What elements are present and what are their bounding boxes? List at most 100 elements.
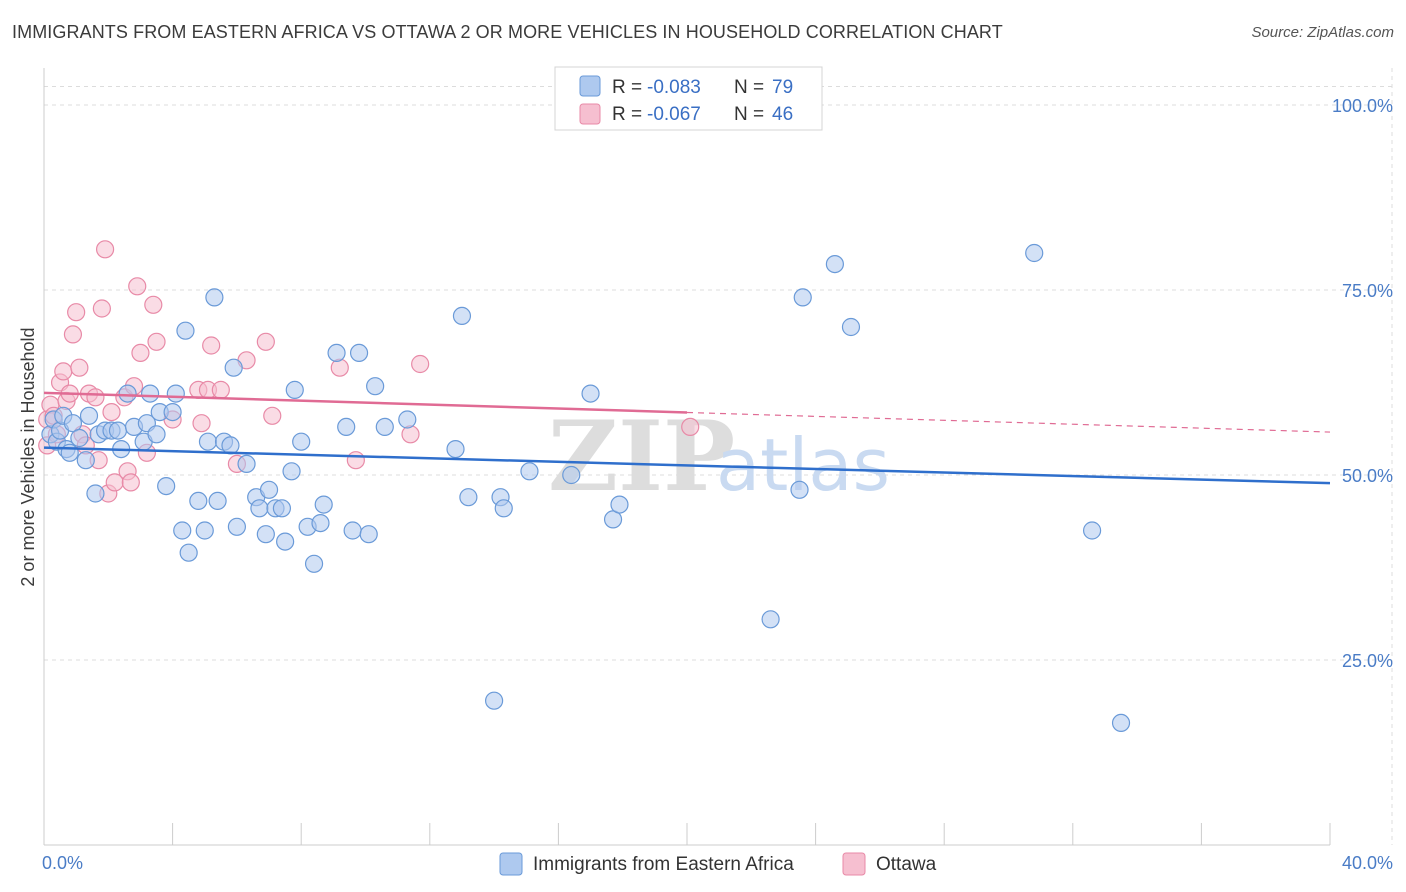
x-tick-label-min: 0.0% (42, 853, 83, 873)
legend-swatch-pink (579, 103, 601, 125)
eastern-africa-point-55 (337, 417, 356, 436)
ottawa-point-35 (202, 336, 221, 355)
eastern-africa-point-30 (189, 491, 208, 510)
series-legend: Immigrants from Eastern Africa Ottawa (499, 852, 937, 876)
eastern-africa-point-61 (398, 410, 417, 429)
eastern-africa-point-41 (250, 499, 269, 518)
legend-n-value-pink: 46 (772, 104, 793, 125)
watermark-zip: ZIP (548, 400, 735, 513)
ottawa-point-6 (54, 362, 73, 381)
eastern-africa-point-47 (282, 462, 301, 481)
eastern-africa-point-58 (359, 525, 378, 544)
eastern-africa-point-60 (375, 417, 394, 436)
legend-n-label-blue: N = (734, 77, 764, 98)
eastern-africa-point-25 (163, 403, 182, 422)
trend-line-eastern-africa (43, 446, 1331, 485)
eastern-africa-point-17 (118, 384, 137, 403)
eastern-africa-point-31 (195, 521, 214, 540)
eastern-africa-point-22 (147, 425, 166, 444)
eastern-africa-point-70 (581, 384, 600, 403)
ottawa-point-40 (263, 406, 282, 425)
axes (43, 68, 1331, 846)
eastern-africa-point-32 (198, 432, 218, 451)
ottawa-point-36 (211, 380, 230, 399)
eastern-africa-point-10 (79, 406, 99, 425)
eastern-africa-point-21 (140, 384, 160, 403)
eastern-africa-point-51 (304, 554, 324, 573)
y-tick-label-25: 25.0% (1342, 651, 1393, 671)
eastern-africa-point-78 (1025, 243, 1044, 263)
ottawa-point-42 (346, 451, 365, 470)
eastern-africa-point-42 (256, 525, 275, 544)
legend-r-value-pink: -0.067 (647, 104, 701, 125)
ottawa-point-39 (256, 332, 275, 351)
eastern-africa-point-46 (276, 532, 295, 551)
legend-r-value-blue: -0.083 (647, 77, 701, 98)
ottawa-point-43 (401, 425, 420, 444)
eastern-africa-point-79 (1082, 521, 1102, 540)
eastern-africa-point-15 (108, 421, 128, 440)
trend-lines (43, 391, 1331, 485)
eastern-africa-point-29 (179, 543, 198, 562)
ottawa-point-44 (411, 354, 430, 374)
y-axis-title: 2 or more Vehicles in Household (18, 327, 38, 586)
ottawa-point-11 (70, 358, 89, 377)
eastern-africa-point-33 (205, 288, 224, 307)
eastern-africa-point-39 (237, 454, 256, 473)
eastern-africa-point-6 (60, 443, 79, 462)
eastern-africa-point-77 (841, 317, 861, 337)
ottawa-point-10 (67, 303, 86, 322)
eastern-africa-point-49 (292, 432, 311, 451)
legend-n-value-blue: 79 (772, 77, 793, 98)
eastern-africa-point-62 (446, 440, 465, 459)
eastern-africa-point-11 (86, 484, 105, 503)
eastern-africa-point-59 (366, 377, 385, 396)
ottawa-point-41 (330, 358, 349, 377)
eastern-africa-point-69 (562, 465, 581, 485)
eastern-africa-point-64 (459, 488, 478, 507)
eastern-africa-point-28 (176, 321, 195, 340)
eastern-africa-point-52 (311, 513, 330, 533)
trend-line-ottawa-extension (686, 411, 1331, 433)
eastern-africa-point-65 (485, 691, 504, 710)
eastern-africa-point-57 (349, 343, 369, 362)
eastern-africa-point-75 (793, 288, 812, 307)
y-tick-label-75: 75.0% (1342, 281, 1393, 301)
page-title: IMMIGRANTS FROM EASTERN AFRICA VS OTTAWA… (12, 22, 1003, 42)
eastern-africa-point-67 (494, 499, 513, 518)
series-legend-swatch-pink (842, 852, 866, 876)
ottawa-point-45 (681, 417, 700, 436)
x-tick-label-max: 40.0% (1342, 853, 1393, 873)
y-tick-labels: 25.0% 50.0% 75.0% 100.0% (1332, 96, 1393, 671)
ottawa-point-18 (95, 240, 115, 259)
trend-line-ottawa (43, 391, 688, 414)
eastern-africa-point-74 (790, 480, 809, 499)
eastern-africa-point-53 (314, 495, 333, 514)
eastern-africa-point-68 (520, 462, 539, 481)
grid (44, 68, 1393, 845)
eastern-africa-point-54 (327, 343, 346, 362)
eastern-africa-point-36 (221, 436, 240, 455)
ottawa-point-27 (131, 343, 150, 362)
y-tick-label-100: 100.0% (1332, 96, 1393, 116)
eastern-africa-point-43 (259, 480, 279, 499)
legend-swatch-blue (579, 75, 601, 97)
eastern-africa-point-24 (157, 477, 176, 496)
eastern-africa-point-76 (825, 255, 844, 274)
ottawa-point-30 (147, 332, 166, 351)
eastern-africa-point-73 (761, 610, 780, 629)
eastern-africa-point-37 (224, 358, 243, 377)
eastern-africa-point-34 (208, 491, 227, 510)
ottawa-point-9 (63, 325, 83, 344)
eastern-africa-point-8 (70, 428, 89, 448)
series-legend-label-pink: Ottawa (876, 854, 937, 875)
legend-n-label-pink: N = (734, 104, 764, 125)
source-label: Source: ZipAtlas.com (1251, 24, 1394, 41)
eastern-africa-point-80 (1111, 713, 1131, 733)
ottawa-point-33 (192, 414, 211, 433)
eastern-africa-point-56 (343, 521, 362, 540)
y-tick-label-50: 50.0% (1342, 466, 1393, 486)
ottawa-point-15 (86, 388, 105, 407)
ottawa-point-29 (144, 295, 163, 314)
